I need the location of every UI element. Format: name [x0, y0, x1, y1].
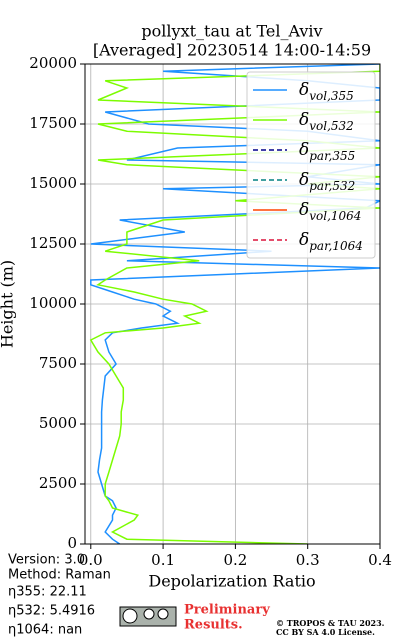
data-line	[90, 64, 380, 544]
y-tick-label: 10000	[29, 294, 77, 312]
info-text: η1064: nan	[8, 623, 82, 638]
legend-label: δvol,355	[299, 80, 354, 103]
preliminary-label: Preliminary	[184, 603, 270, 618]
x-tick-label: 0.3	[296, 551, 320, 569]
legend-label: δpar,1064	[299, 230, 363, 253]
y-tick-label: 2500	[39, 474, 77, 492]
y-tick-label: 0	[67, 534, 77, 552]
license-text: CC BY SA 4.0 License.	[276, 627, 375, 637]
y-tick-label: 7500	[39, 354, 77, 372]
info-text: η355: 22.11	[8, 585, 87, 600]
legend-label: δpar,532	[299, 170, 355, 193]
cc-logo	[119, 606, 177, 627]
y-axis-label: Height (m)	[0, 260, 17, 348]
chart-subtitle: [Averaged] 20230514 14:00-14:59	[93, 41, 371, 60]
y-tick-label: 17500	[29, 114, 77, 132]
preliminary-label: Results.	[184, 618, 243, 633]
legend-label: δpar,355	[299, 140, 355, 163]
x-tick-label: 0.0	[79, 551, 103, 569]
y-tick-label: 20000	[29, 54, 77, 72]
info-text: η532: 5.4916	[8, 604, 95, 619]
y-tick-label: 12500	[29, 234, 77, 252]
info-text: Version: 3.0	[8, 553, 85, 568]
info-text: Method: Raman	[8, 568, 111, 583]
y-tick-label: 5000	[39, 414, 77, 432]
license-text: © TROPOS & TAU 2023.	[276, 618, 385, 628]
x-tick-label: 0.4	[368, 551, 392, 569]
x-axis-label: Depolarization Ratio	[148, 572, 315, 591]
x-tick-label: 0.2	[223, 551, 247, 569]
legend-label: δvol,532	[299, 110, 354, 133]
legend-label: δvol,1064	[299, 200, 361, 223]
chart-title: pollyxt_tau at Tel_Aviv	[141, 22, 322, 41]
legend-box	[246, 71, 376, 259]
x-tick-label: 0.1	[151, 551, 175, 569]
y-tick-label: 15000	[29, 174, 77, 192]
plot-frame	[84, 63, 381, 545]
